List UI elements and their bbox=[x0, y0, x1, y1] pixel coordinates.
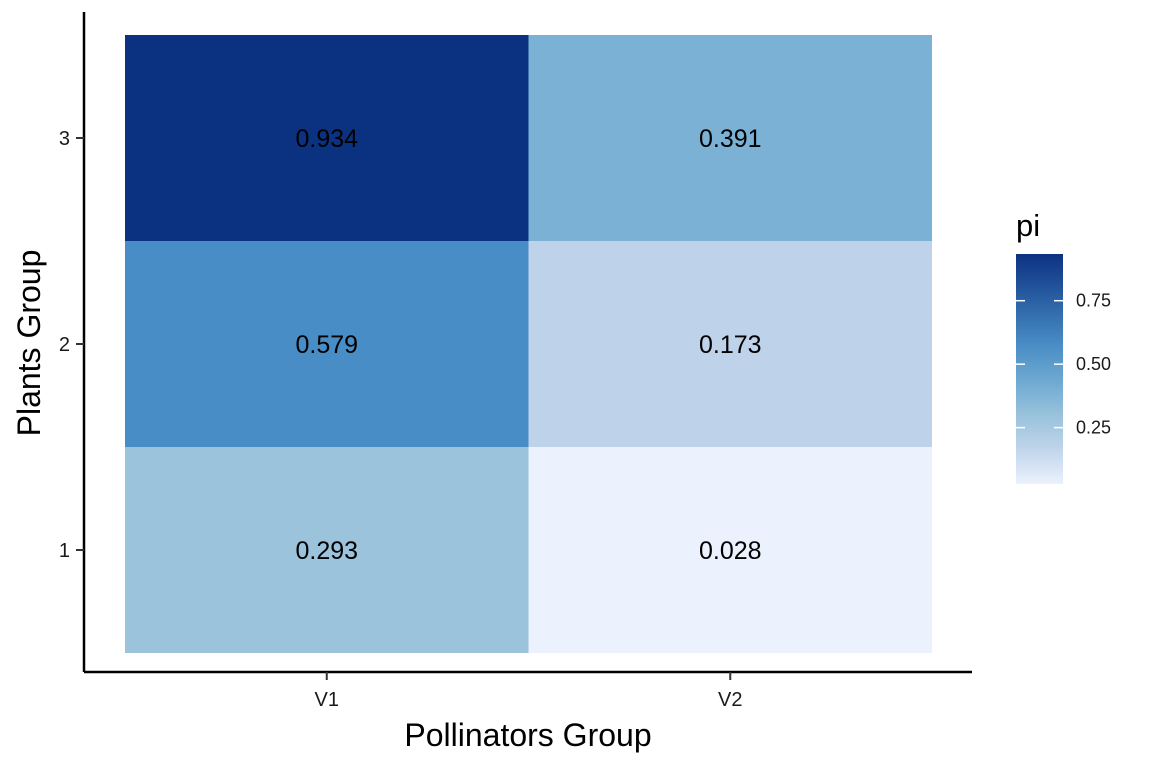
x-tick-label: V1 bbox=[315, 689, 339, 711]
cell-value-label: 0.028 bbox=[699, 537, 762, 565]
x-tick-label: V2 bbox=[718, 689, 742, 711]
legend-tick-label: 0.75 bbox=[1076, 291, 1111, 311]
y-tick-label: 1 bbox=[59, 540, 70, 562]
heatmap-cells bbox=[125, 35, 932, 653]
y-tick-label: 2 bbox=[59, 334, 70, 356]
cell-value-label: 0.934 bbox=[295, 125, 358, 153]
heatmap-cell-v1-2 bbox=[125, 241, 529, 447]
y-axis-title: Plants Group bbox=[11, 250, 47, 437]
cell-value-label: 0.293 bbox=[295, 537, 358, 565]
heatmap-cell-labels: 0.293 0.028 0.579 0.173 0.934 0.391 bbox=[295, 125, 761, 565]
legend-colorbar bbox=[1016, 254, 1063, 484]
y-tick-label: 3 bbox=[59, 128, 70, 150]
heatmap-cell-v1-1 bbox=[125, 447, 529, 653]
cell-value-label: 0.391 bbox=[699, 125, 762, 153]
legend-tick-label: 0.25 bbox=[1076, 418, 1111, 438]
heatmap-cell-v1-3 bbox=[125, 35, 529, 241]
heatmap-cell-v2-3 bbox=[528, 35, 932, 241]
cell-value-label: 0.173 bbox=[699, 331, 762, 359]
legend: 0.25 0.50 0.75 bbox=[1016, 254, 1111, 484]
legend-tick-label: 0.50 bbox=[1076, 354, 1111, 374]
axes: V1 V2 1 2 3 bbox=[59, 12, 972, 711]
legend-title: pi bbox=[1016, 208, 1040, 243]
x-axis-title: Pollinators Group bbox=[404, 717, 651, 753]
heatmap-cell-v2-2 bbox=[528, 241, 932, 447]
heatmap-cell-v2-1 bbox=[528, 447, 932, 653]
cell-value-label: 0.579 bbox=[295, 331, 358, 359]
